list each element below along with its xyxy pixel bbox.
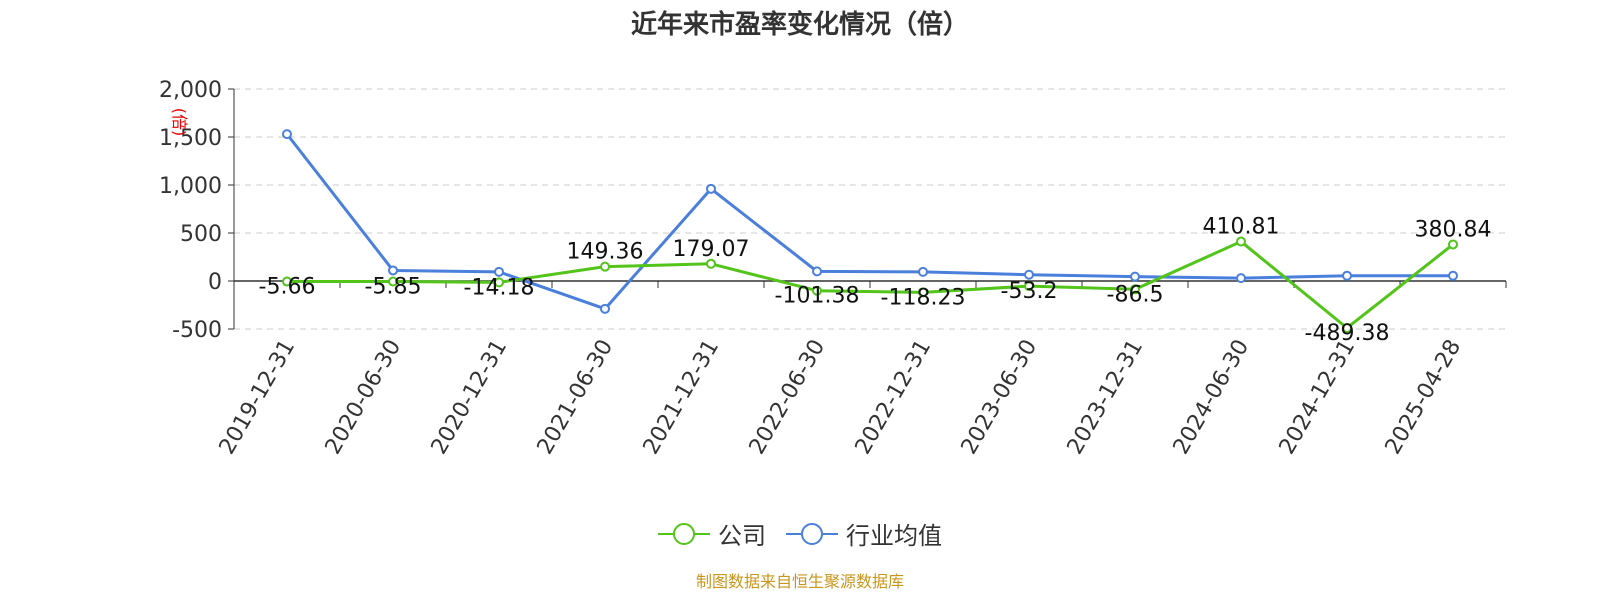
legend-item-company[interactable]: 公司 — [658, 516, 766, 551]
data-point-industry — [1130, 271, 1140, 282]
data-point-industry — [600, 303, 610, 314]
data-point-industry — [812, 266, 822, 277]
grid-lines — [234, 88, 1506, 330]
x-tick-label: 2022-06-30 — [745, 336, 831, 459]
data-label: -5.85 — [365, 275, 422, 300]
legend-label-industry: 行业均值 — [846, 522, 942, 550]
data-label: 149.36 — [567, 240, 644, 265]
legend-item-industry[interactable]: 行业均值 — [786, 516, 942, 551]
data-point-company — [282, 276, 292, 287]
y-tick-label: 1,000 — [159, 174, 222, 199]
data-label: 380.84 — [1415, 217, 1492, 242]
x-tick-label: 2024-06-30 — [1169, 336, 1255, 459]
x-tick-label: 2023-12-31 — [1063, 336, 1149, 459]
x-tick-label: 2020-12-31 — [427, 336, 513, 459]
legend-marker-industry — [786, 522, 838, 545]
data-point-industry — [282, 129, 292, 140]
data-point-industry — [918, 266, 928, 277]
y-tick-label: -500 — [172, 318, 222, 343]
y-tick-label: 1,500 — [159, 126, 222, 151]
data-label: -489.38 — [1305, 321, 1390, 346]
data-label: -5.66 — [259, 275, 316, 300]
series-line-company — [286, 240, 1454, 330]
y-tick-label: 0 — [208, 270, 222, 295]
data-point-company — [1130, 284, 1140, 295]
data-point-industry — [1024, 269, 1034, 280]
data-label: 410.81 — [1203, 215, 1280, 240]
x-tick-label: 2021-06-30 — [533, 336, 619, 459]
data-point-industry — [1236, 273, 1246, 284]
data-point-industry — [388, 265, 398, 276]
data-point-industry — [1448, 270, 1458, 281]
axes: -500 0 500 1,000 1,500 2,000 2019-12-31 2020-06… — [159, 78, 1507, 459]
data-point-company — [812, 285, 822, 296]
y-axis-unit-label: (倍) — [170, 108, 189, 137]
data-label: -53.2 — [1001, 279, 1058, 304]
y-tick-label: 2,000 — [159, 78, 222, 103]
data-point-industry — [1342, 270, 1352, 281]
data-point-company — [706, 258, 716, 269]
x-tick-label: 2025-04-28 — [1381, 336, 1467, 459]
data-point-company — [918, 287, 928, 298]
y-tick-label: 500 — [180, 222, 222, 247]
data-point-company — [1236, 236, 1246, 247]
x-tick-label: 2022-12-31 — [851, 336, 937, 459]
data-point-company — [600, 261, 610, 272]
x-tick-label: 2023-06-30 — [957, 336, 1043, 459]
data-point-industry — [706, 183, 716, 194]
x-tick-label: 2020-06-30 — [321, 336, 407, 459]
data-point-company — [388, 276, 398, 287]
source-note: 制图数据来自恒生聚源数据库 — [695, 572, 904, 591]
series-line-industry — [285, 133, 1453, 311]
legend: 公司 行业均值 — [0, 516, 1600, 551]
data-point-company — [1342, 322, 1352, 333]
data-label: -101.38 — [775, 284, 860, 309]
data-point-industry — [494, 266, 504, 277]
chart-title: 近年来市盈率变化情况（倍） — [630, 10, 969, 40]
data-label: -86.5 — [1107, 282, 1164, 307]
data-point-company — [1024, 281, 1034, 292]
data-label: -14.18 — [464, 275, 535, 300]
data-point-company — [1448, 239, 1458, 250]
x-tick-label: 2021-12-31 — [639, 336, 725, 459]
data-point-company — [494, 277, 504, 288]
data-label: 179.07 — [673, 237, 750, 262]
x-tick-label: 2024-12-31 — [1275, 336, 1361, 459]
data-labels: -5.66 -5.85 -14.18 149.36 179.07 -101.38 -118.… — [259, 215, 1492, 346]
series — [282, 129, 1458, 333]
legend-label-company: 公司 — [718, 522, 766, 550]
x-tick-label: 2019-12-31 — [215, 336, 301, 459]
legend-marker-company — [658, 522, 710, 545]
data-label: -118.23 — [881, 285, 966, 310]
